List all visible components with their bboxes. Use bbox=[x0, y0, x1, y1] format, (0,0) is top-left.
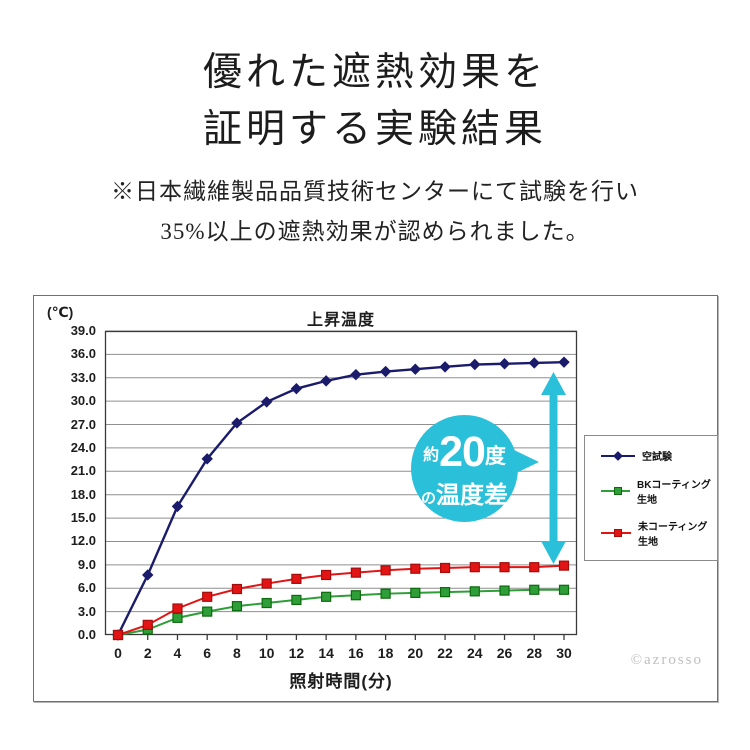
chart-legend: 空試験 BKコーティング生地 未コーティング生地 bbox=[584, 435, 718, 561]
legend-item-uncoated: 未コーティング生地 bbox=[585, 518, 717, 548]
legend-item-bk-coated: BKコーティング生地 bbox=[585, 476, 717, 506]
line-marker-icon bbox=[601, 450, 635, 461]
annotation-line1: 約20度 bbox=[411, 431, 518, 483]
y-tick-label: 30.0 bbox=[70, 393, 96, 409]
main-title-line2: 証明する実験結果 bbox=[202, 108, 547, 151]
legend-item-label: BKコーティング生地 bbox=[636, 479, 711, 506]
x-tick-label: 30 bbox=[556, 645, 572, 661]
y-tick-label: 6.0 bbox=[77, 580, 96, 596]
annotation-line2: の温度差 bbox=[411, 483, 518, 512]
x-tick-label: 14 bbox=[318, 645, 334, 661]
chart-plot bbox=[104, 330, 578, 641]
y-tick-label: 36.0 bbox=[70, 346, 96, 362]
x-tick-label: 6 bbox=[203, 645, 212, 661]
y-tick-label: 39.0 bbox=[70, 323, 96, 338]
temp-range-arrow-icon bbox=[541, 372, 566, 564]
chart-title: 上昇温度 bbox=[306, 312, 375, 329]
page-header: 優れた遮熱効果を 証明する実験結果 bbox=[0, 44, 750, 158]
annotation-particle: の bbox=[420, 490, 436, 507]
x-tick-label: 12 bbox=[288, 645, 305, 661]
x-tick-marks bbox=[117, 635, 565, 640]
y-tick-label: 12.0 bbox=[70, 533, 96, 549]
y-tick-label: 27.0 bbox=[70, 416, 96, 432]
line-marker-icon bbox=[601, 528, 632, 537]
annotation-label: 温度差 bbox=[436, 482, 508, 509]
x-tick-label: 2 bbox=[143, 645, 152, 661]
x-tick-label: 0 bbox=[114, 645, 122, 661]
legend-item-label: 空試験 bbox=[642, 452, 672, 464]
subtitle: ※日本繊維製品品質技術センターにて試験を行い 35%以上の遮熱効果が認められまし… bbox=[0, 172, 750, 252]
y-tick-label: 18.0 bbox=[70, 486, 96, 502]
watermark: ©azrosso bbox=[630, 652, 703, 668]
legend-item-blank-test: 空試験 bbox=[585, 448, 717, 463]
y-tick-label: 0.0 bbox=[77, 627, 96, 642]
y-axis-unit-label: (℃) bbox=[47, 304, 74, 320]
plot-border bbox=[104, 330, 578, 636]
x-tick-label: 18 bbox=[377, 645, 394, 661]
x-tick-label: 22 bbox=[437, 645, 453, 661]
subtitle-line1: ※日本繊維製品品質技術センターにて試験を行い bbox=[111, 179, 639, 204]
temp-diff-annotation-bubble: 約20度 の温度差 bbox=[411, 415, 539, 522]
x-tick-label: 26 bbox=[496, 645, 513, 661]
y-tick-label: 9.0 bbox=[77, 556, 96, 572]
bubble-tail-icon bbox=[512, 449, 539, 475]
annotation-value: 20 bbox=[439, 428, 486, 476]
chart-panel: (℃) 上昇温度 0.0 3.0 6.0 9.0 12.0 15.0 18.0 21.0 24.… bbox=[33, 295, 718, 702]
x-tick-label: 16 bbox=[348, 645, 364, 661]
y-tick-label: 33.0 bbox=[70, 369, 96, 385]
x-tick-label: 4 bbox=[173, 645, 182, 661]
series-2 bbox=[112, 560, 570, 641]
y-tick-label: 3.0 bbox=[77, 603, 96, 619]
annotation-unit: 度 bbox=[484, 445, 506, 468]
x-tick-label: 24 bbox=[467, 645, 483, 661]
x-tick-label: 28 bbox=[526, 645, 543, 661]
y-tick-label: 24.0 bbox=[70, 439, 96, 455]
legend-item-label: 未コーティング生地 bbox=[638, 521, 708, 548]
line-marker-icon bbox=[601, 486, 630, 495]
x-tick-label: 10 bbox=[258, 645, 275, 661]
series-0 bbox=[112, 356, 570, 641]
x-tick-label: 8 bbox=[233, 645, 241, 661]
annotation-approx: 約 bbox=[423, 447, 440, 464]
y-tick-label: 15.0 bbox=[70, 510, 96, 526]
main-title-line1: 優れた遮熱効果を bbox=[202, 51, 547, 94]
y-tick-label: 21.0 bbox=[70, 463, 96, 479]
x-axis-title: 照射時間(分) bbox=[289, 672, 393, 691]
x-tick-label: 20 bbox=[407, 645, 424, 661]
subtitle-line2: 35%以上の遮熱効果が認められました。 bbox=[160, 219, 590, 244]
